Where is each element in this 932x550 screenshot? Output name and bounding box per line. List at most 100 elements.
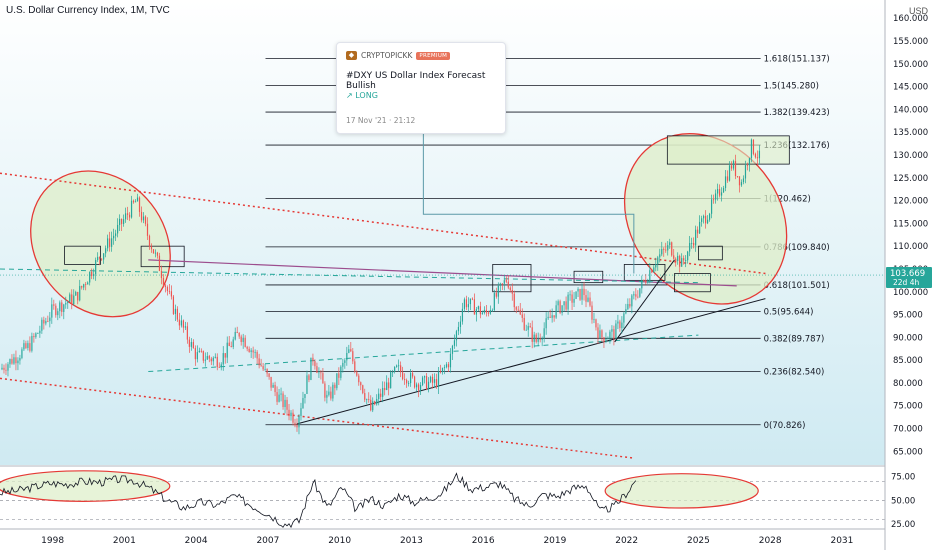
candle-body — [258, 358, 260, 366]
candle-body — [340, 366, 342, 378]
y-tick-label: 150.000 — [893, 60, 928, 70]
candle-body — [469, 298, 472, 305]
candle-body — [435, 379, 438, 387]
candle-body — [575, 291, 577, 299]
card-author[interactable]: CRYPTOPICKK — [361, 51, 413, 60]
candle-body — [33, 336, 35, 338]
candle-body — [591, 305, 593, 320]
zone-box-4 — [573, 270, 604, 284]
candle-body — [535, 334, 537, 342]
last-price-countdown: 22d 4h — [893, 278, 919, 287]
y-tick-label: 155.000 — [893, 37, 928, 47]
candle-body — [5, 369, 7, 371]
candle-body — [196, 352, 198, 360]
candle-body — [236, 331, 238, 333]
candle-body — [651, 270, 653, 273]
candle-body — [726, 176, 729, 181]
x-tick-label: 2001 — [113, 536, 136, 546]
candle-body — [41, 319, 43, 331]
candle-body — [730, 165, 733, 169]
candle-body — [681, 258, 683, 267]
candle-body — [374, 401, 376, 405]
candle-body — [583, 288, 585, 296]
candle-body — [87, 282, 89, 285]
candle-body — [366, 399, 368, 400]
candle-body — [495, 292, 497, 297]
candle-body — [563, 301, 565, 306]
candle-body — [382, 387, 384, 397]
candle-body — [611, 329, 613, 332]
idea-connector-line — [422, 95, 635, 274]
fib-label-0.618: 0.618(101.501) — [764, 281, 830, 291]
highlight-ellipse-1 — [30, 170, 171, 318]
candle-body — [665, 249, 667, 251]
candle-body — [607, 337, 609, 340]
candle-body — [639, 288, 641, 297]
candle-body — [597, 327, 599, 338]
candle-body — [358, 375, 360, 383]
candle-body — [194, 348, 196, 360]
candle-body — [244, 337, 246, 347]
candle-body — [156, 252, 159, 256]
candle-body — [274, 384, 276, 393]
candle-body — [85, 284, 87, 285]
candle-body — [268, 373, 270, 377]
candle-body — [431, 376, 434, 383]
candle-body — [234, 331, 236, 340]
candle-body — [617, 321, 619, 324]
candle-body — [370, 399, 372, 411]
author-avatar-icon: ◆ — [346, 51, 357, 60]
idea-connector — [422, 95, 635, 274]
candle-body — [342, 362, 344, 367]
idea-card[interactable]: ◆ CRYPTOPICKK PREMIUM #DXY US Dollar Ind… — [336, 42, 506, 134]
candle-body — [126, 213, 129, 215]
candle-body — [254, 351, 256, 353]
candle-body — [57, 311, 59, 316]
chart-title: U.S. Dollar Currency Index, 1M, TVC — [6, 5, 170, 16]
candle-body — [348, 349, 350, 353]
candle-body — [81, 286, 83, 288]
candle-body — [316, 366, 318, 373]
candle-body — [250, 350, 252, 353]
x-tick-label: 2004 — [185, 536, 208, 546]
candle-body — [186, 326, 188, 340]
candle-body — [376, 398, 378, 405]
candle-body — [649, 270, 651, 282]
candle-body — [31, 336, 33, 351]
candle-body — [118, 218, 121, 225]
candle-body — [144, 216, 147, 224]
candle-body — [170, 291, 173, 297]
candle-body — [97, 256, 99, 261]
rsi-line — [0, 472, 637, 529]
candle-body — [423, 376, 426, 378]
candle-body — [132, 200, 135, 203]
candle-body — [304, 393, 306, 399]
currency-label[interactable]: USD — [908, 6, 928, 16]
y-axis: 65.000 70.000 75.000 80.000 85.000 90.000 95.0… — [893, 14, 928, 457]
candle-body — [384, 387, 386, 391]
candle-body — [529, 326, 531, 328]
candle-body — [754, 153, 757, 158]
candle-body — [208, 356, 210, 359]
candle-body — [3, 367, 5, 370]
candle-body — [708, 213, 711, 220]
candle-body — [647, 281, 649, 283]
candle-body — [441, 367, 444, 373]
candle-body — [505, 280, 507, 282]
card-title[interactable]: #DXY US Dollar Index Forecast Bullish — [346, 71, 486, 91]
candle-body — [523, 317, 525, 330]
candle-body — [655, 264, 657, 268]
candle-body — [543, 328, 545, 339]
candle-body — [581, 288, 583, 300]
candle-body — [455, 331, 458, 341]
candle-body — [481, 312, 483, 315]
candle-body — [264, 368, 266, 370]
candle-body — [695, 229, 697, 246]
candle-body — [653, 267, 655, 273]
candle-body — [559, 301, 561, 313]
card-direction-label: LONG — [355, 91, 378, 100]
candle-body — [491, 309, 493, 311]
x-tick-label: 2019 — [543, 536, 566, 546]
candle-body — [212, 357, 214, 362]
candle-body — [659, 254, 661, 258]
